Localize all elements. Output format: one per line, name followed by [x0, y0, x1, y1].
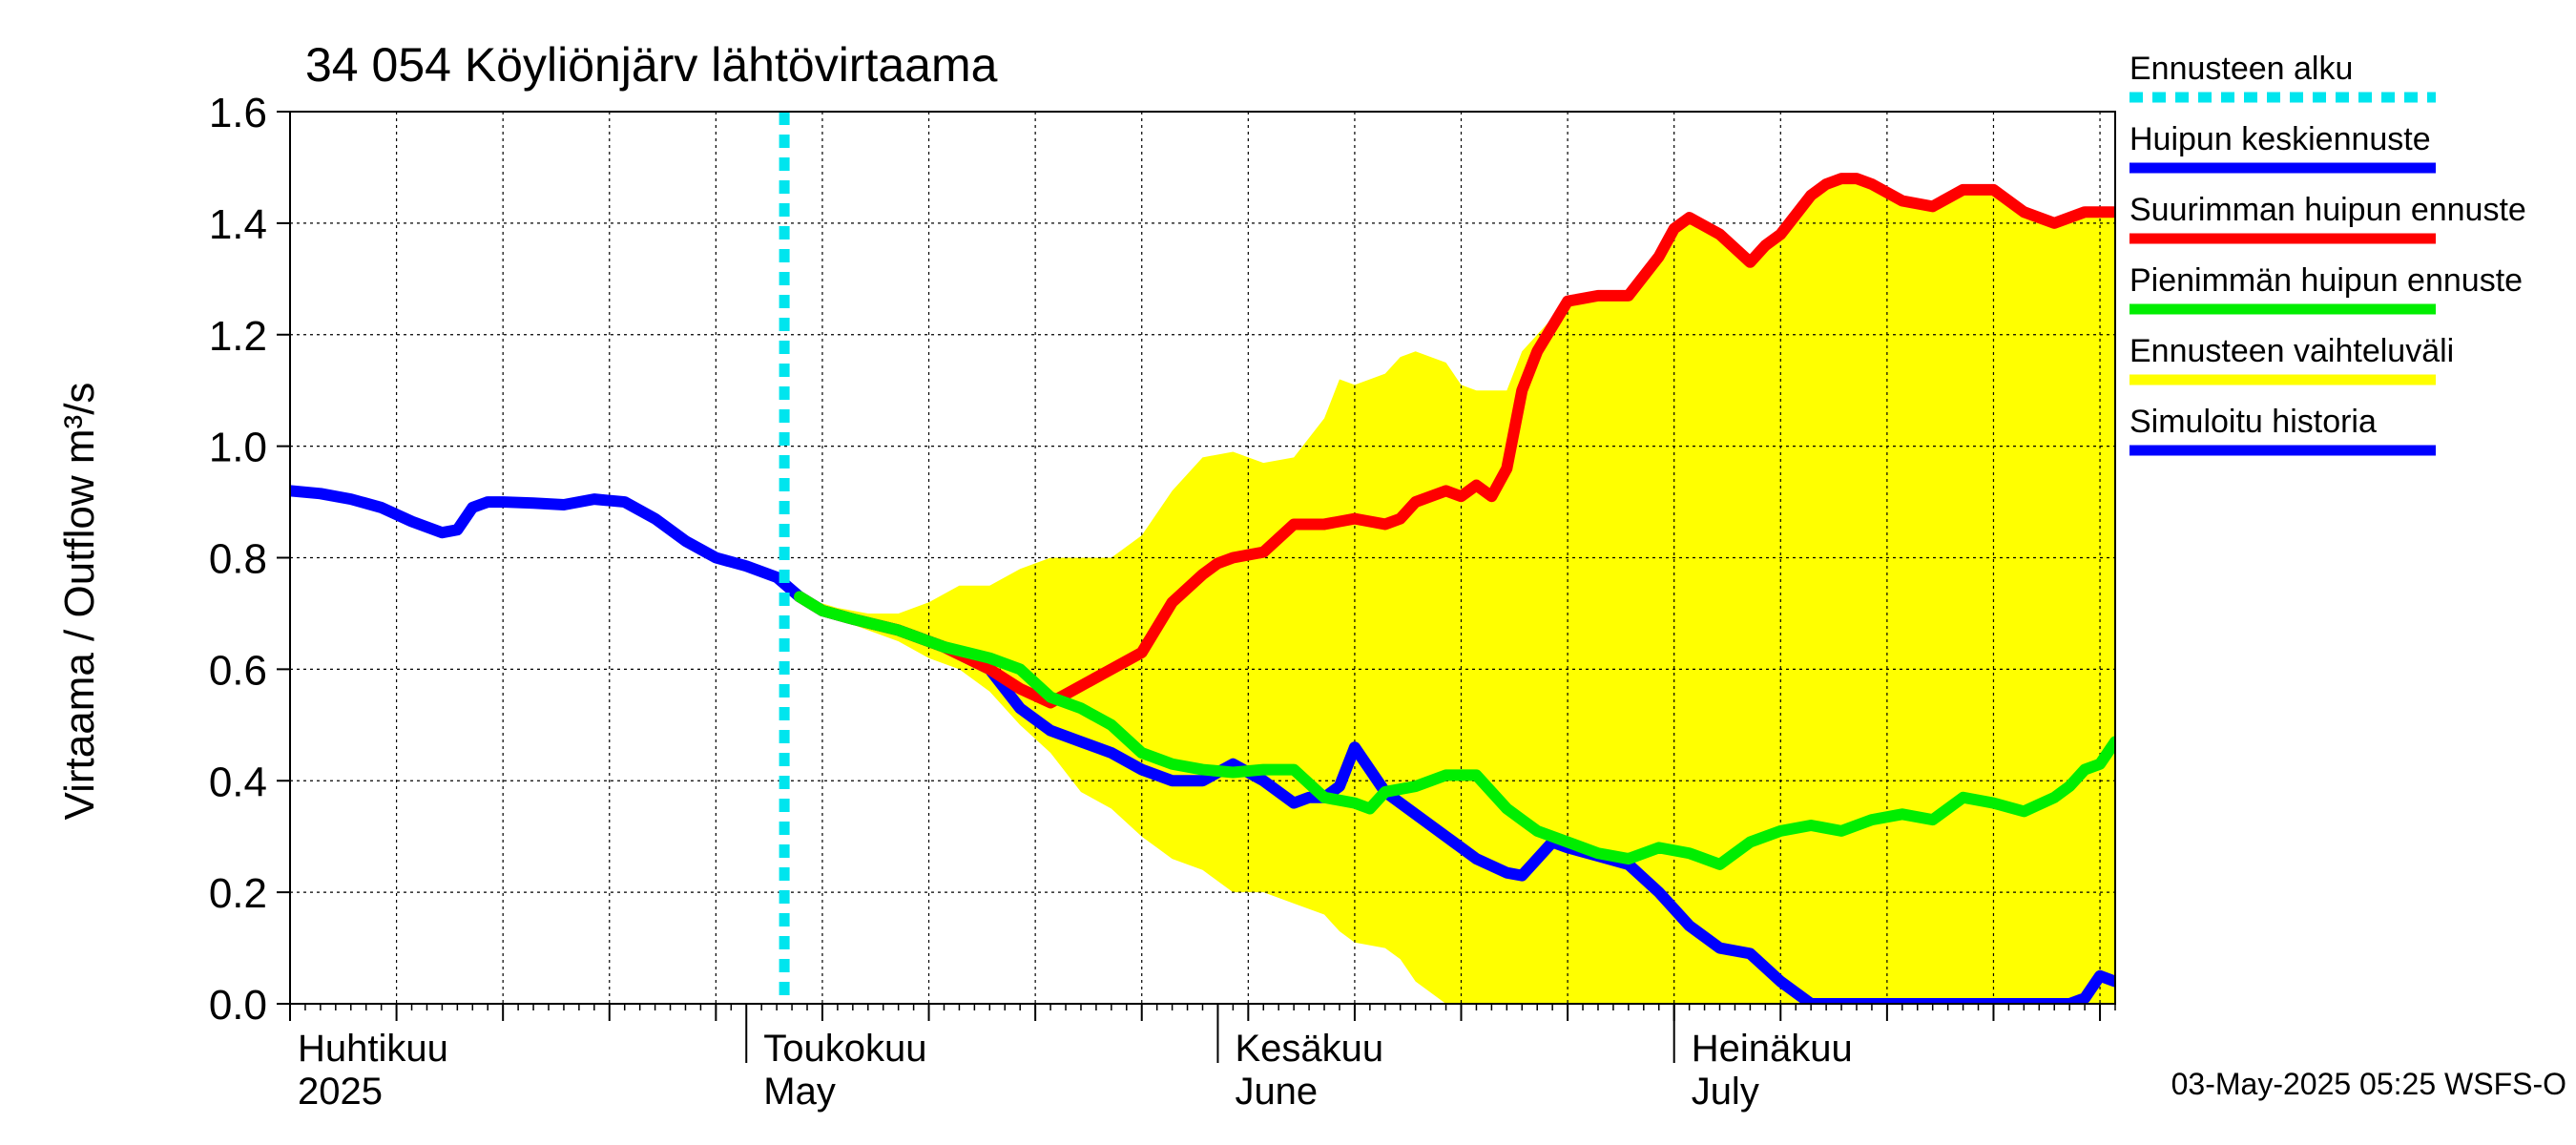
y-tick-label: 1.4: [209, 201, 267, 248]
y-tick-label: 0.4: [209, 759, 267, 805]
legend-label: Ennusteen vaihteluväli: [2129, 333, 2454, 369]
legend: Ennusteen alku Huipun keskiennuste Suurimm…: [2129, 51, 2526, 456]
series-line-layer: [290, 112, 2115, 1004]
series-line-simuloitu-historia: [290, 485, 806, 603]
month-label-en: July: [1692, 1071, 1759, 1113]
forecast-range-band-layer: [800, 178, 2115, 1004]
y-tick-label: 1.0: [209, 425, 267, 471]
series-line-huipun-keskiennuste: [794, 591, 2115, 1004]
legend-label: Suurimman huipun ennuste: [2129, 192, 2526, 228]
y-tick-label: 1.6: [209, 90, 267, 136]
y-axis-label: Virtaama / Outflow m³/s: [56, 383, 103, 821]
y-tick-label: 0.2: [209, 870, 267, 917]
y-tick-label: 0.0: [209, 982, 267, 1029]
chart-title: 34 054 Köyliönjärv lähtövirtaama: [305, 38, 998, 92]
y-tick-label: 1.2: [209, 313, 267, 360]
month-label-fi: Heinäkuu: [1692, 1028, 1853, 1070]
month-label-fi: Kesäkuu: [1235, 1028, 1383, 1070]
month-label-en: May: [763, 1071, 836, 1113]
month-label-en: June: [1235, 1071, 1318, 1113]
month-label-fi: Huhtikuu: [298, 1028, 448, 1070]
legend-label: Huipun keskiennuste: [2129, 121, 2431, 157]
legend-label: Simuloitu historia: [2129, 404, 2377, 440]
month-label-en: 2025: [298, 1071, 383, 1113]
legend-label: Pienimmän huipun ennuste: [2129, 262, 2523, 299]
series-line-suurimman-huipun-ennuste: [794, 173, 2115, 709]
y-tick-label: 0.6: [209, 647, 267, 694]
series-line-pienimmän-huipun-ennuste: [794, 591, 2115, 870]
legend-label: Ennusteen alku: [2129, 51, 2353, 87]
forecast-range-band: [800, 178, 2115, 1004]
month-label-fi: Toukokuu: [763, 1028, 926, 1070]
footer-timestamp: 03-May-2025 05:25 WSFS-O: [2171, 1067, 2566, 1101]
y-tick-label: 0.8: [209, 536, 267, 583]
